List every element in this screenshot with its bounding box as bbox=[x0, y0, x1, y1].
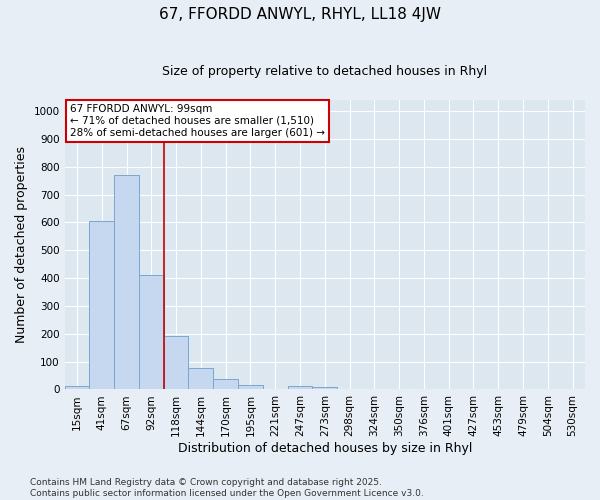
Y-axis label: Number of detached properties: Number of detached properties bbox=[15, 146, 28, 343]
Bar bbox=[238, 386, 263, 390]
Bar bbox=[89, 220, 114, 390]
Bar bbox=[313, 386, 337, 390]
Bar bbox=[65, 386, 89, 390]
Bar bbox=[213, 379, 238, 390]
Bar bbox=[114, 175, 139, 390]
Text: Contains HM Land Registry data © Crown copyright and database right 2025.
Contai: Contains HM Land Registry data © Crown c… bbox=[30, 478, 424, 498]
Title: Size of property relative to detached houses in Rhyl: Size of property relative to detached ho… bbox=[162, 65, 487, 78]
Text: 67, FFORDD ANWYL, RHYL, LL18 4JW: 67, FFORDD ANWYL, RHYL, LL18 4JW bbox=[159, 8, 441, 22]
Text: 67 FFORDD ANWYL: 99sqm
← 71% of detached houses are smaller (1,510)
28% of semi-: 67 FFORDD ANWYL: 99sqm ← 71% of detached… bbox=[70, 104, 325, 138]
Bar bbox=[287, 386, 313, 390]
Bar bbox=[164, 336, 188, 390]
Bar bbox=[139, 275, 164, 390]
Bar bbox=[188, 368, 213, 390]
X-axis label: Distribution of detached houses by size in Rhyl: Distribution of detached houses by size … bbox=[178, 442, 472, 455]
